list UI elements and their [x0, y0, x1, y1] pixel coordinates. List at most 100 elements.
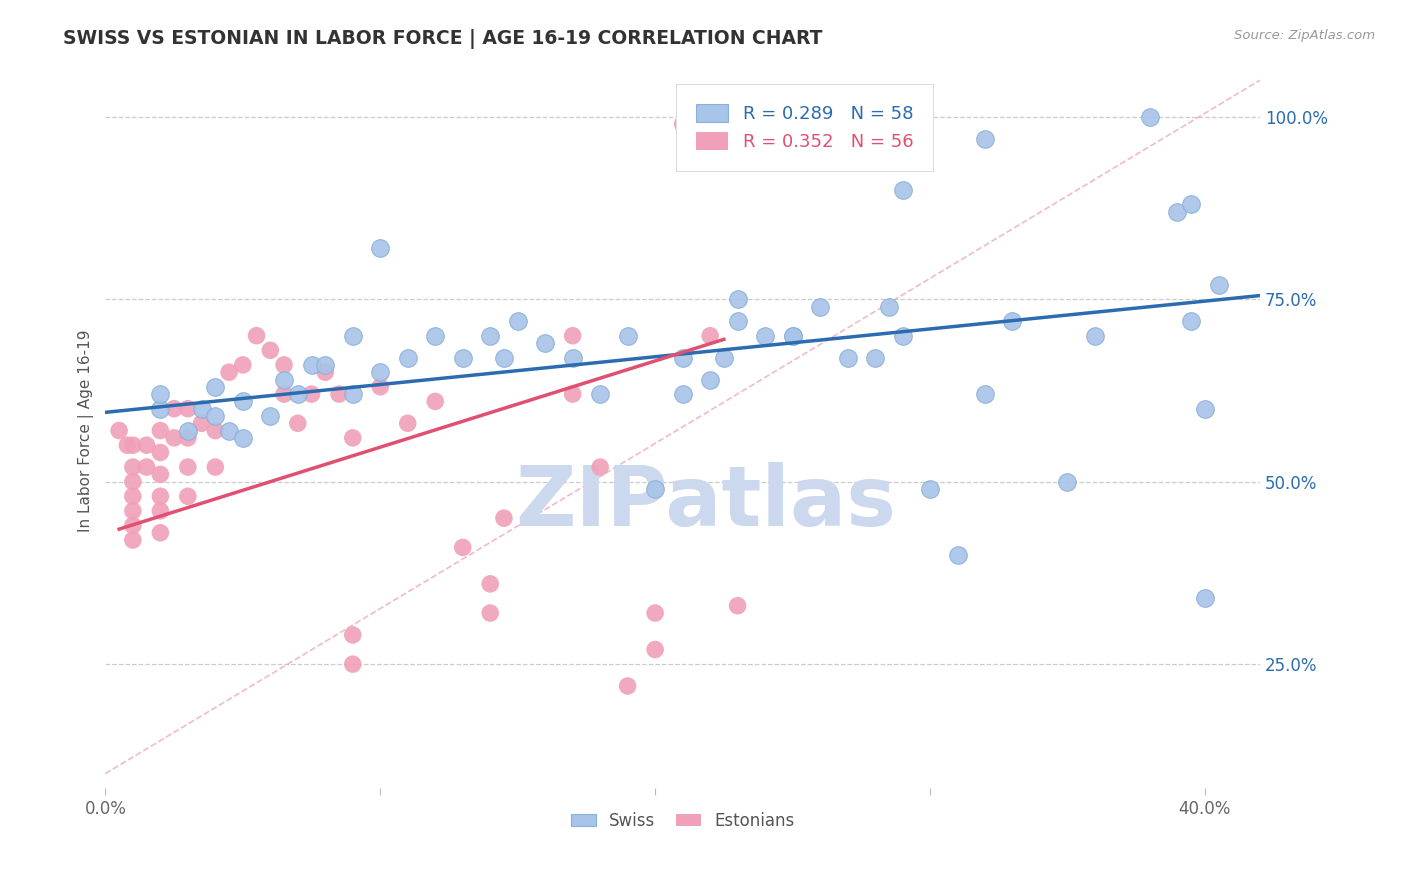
Point — [396, 351, 419, 365]
Point — [301, 358, 323, 372]
Point — [479, 606, 502, 620]
Point — [122, 518, 145, 533]
Point — [122, 533, 145, 547]
Text: SWISS VS ESTONIAN IN LABOR FORCE | AGE 16-19 CORRELATION CHART: SWISS VS ESTONIAN IN LABOR FORCE | AGE 1… — [63, 29, 823, 48]
Point — [1194, 401, 1216, 416]
Point — [122, 460, 145, 475]
Point — [163, 431, 186, 445]
Point — [946, 548, 969, 562]
Point — [204, 380, 226, 394]
Point — [108, 424, 131, 438]
Text: Source: ZipAtlas.com: Source: ZipAtlas.com — [1234, 29, 1375, 42]
Point — [837, 351, 859, 365]
Point — [287, 417, 309, 431]
Point — [314, 358, 336, 372]
Point — [891, 328, 914, 343]
Point — [451, 351, 474, 365]
Point — [368, 365, 391, 379]
Point — [149, 387, 172, 401]
Point — [1139, 110, 1161, 124]
Point — [149, 489, 172, 503]
Point — [177, 460, 200, 475]
Point — [561, 387, 583, 401]
Point — [644, 482, 666, 496]
Point — [177, 489, 200, 503]
Point — [149, 504, 172, 518]
Point — [561, 328, 583, 343]
Point — [232, 431, 254, 445]
Point — [974, 387, 997, 401]
Point — [396, 417, 419, 431]
Point — [1056, 475, 1078, 489]
Point — [177, 431, 200, 445]
Point — [1001, 314, 1024, 328]
Point — [891, 183, 914, 197]
Point — [177, 401, 200, 416]
Point — [699, 372, 721, 386]
Point — [342, 387, 364, 401]
Point — [451, 541, 474, 555]
Text: ZIPatlas: ZIPatlas — [515, 461, 896, 542]
Point — [204, 460, 226, 475]
Point — [672, 351, 695, 365]
Point — [727, 314, 749, 328]
Point — [342, 431, 364, 445]
Point — [727, 599, 749, 613]
Point — [342, 657, 364, 672]
Point — [1180, 197, 1202, 211]
Point — [492, 351, 515, 365]
Point — [149, 401, 172, 416]
Point — [122, 489, 145, 503]
Point — [589, 460, 612, 475]
Point — [644, 642, 666, 657]
Point — [974, 131, 997, 145]
Point — [616, 328, 638, 343]
Point — [1166, 204, 1188, 219]
Point — [492, 511, 515, 525]
Point — [561, 351, 583, 365]
Point — [506, 314, 529, 328]
Point — [863, 351, 886, 365]
Point — [644, 606, 666, 620]
Point — [301, 387, 323, 401]
Point — [479, 328, 502, 343]
Point — [616, 679, 638, 693]
Point — [699, 117, 721, 131]
Point — [273, 387, 295, 401]
Point — [149, 525, 172, 540]
Point — [479, 577, 502, 591]
Point — [368, 380, 391, 394]
Point — [877, 300, 900, 314]
Point — [273, 358, 295, 372]
Point — [149, 424, 172, 438]
Point — [342, 328, 364, 343]
Point — [808, 300, 831, 314]
Point — [122, 475, 145, 489]
Point — [1084, 328, 1107, 343]
Point — [342, 628, 364, 642]
Point — [782, 328, 804, 343]
Legend: Swiss, Estonians: Swiss, Estonians — [571, 812, 794, 830]
Point — [204, 409, 226, 423]
Point — [163, 401, 186, 416]
Point — [122, 504, 145, 518]
Point — [918, 482, 941, 496]
Point — [204, 424, 226, 438]
Point — [425, 394, 447, 409]
Point — [232, 358, 254, 372]
Point — [672, 117, 695, 131]
Point — [1180, 314, 1202, 328]
Point — [754, 328, 776, 343]
Point — [259, 343, 281, 358]
Point — [782, 328, 804, 343]
Point — [368, 241, 391, 255]
Point — [218, 424, 240, 438]
Point — [135, 438, 157, 452]
Point — [699, 328, 721, 343]
Point — [672, 387, 695, 401]
Point — [232, 394, 254, 409]
Point — [190, 417, 212, 431]
Point — [287, 387, 309, 401]
Point — [259, 409, 281, 423]
Point — [177, 424, 200, 438]
